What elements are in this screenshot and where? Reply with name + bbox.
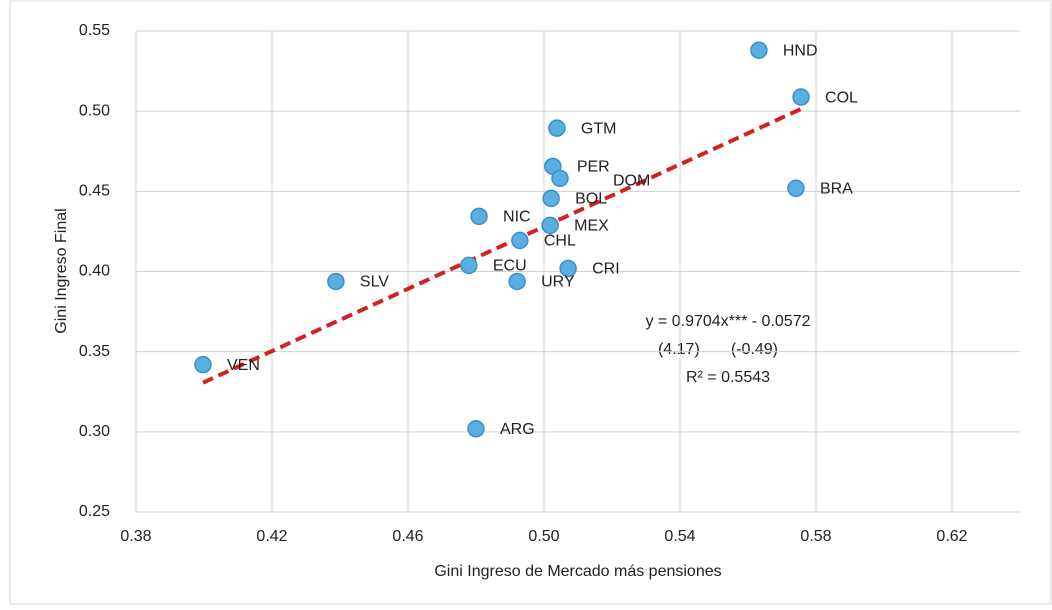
point [548,119,566,137]
point-label: HND [783,42,818,59]
annotation: R² = 0.5543 [686,369,770,386]
point-label: ECU [493,258,527,275]
point [508,272,526,291]
point-label: DOM [613,173,650,190]
y-tick-label: 0.25 [79,503,110,520]
x-tick-label: 0.46 [392,528,423,545]
point [327,272,345,291]
point [541,216,559,235]
point-label: COL [825,89,858,106]
y-tick-label: 0.30 [79,423,110,440]
point [511,231,529,250]
point-label: URY [541,274,575,291]
point [792,88,810,106]
chart-frame [9,0,1052,605]
point-label: MEX [574,218,609,235]
point-label: SLV [360,274,389,291]
point [467,420,485,438]
annotation: (4.17) (-0.49) [658,341,778,358]
point-label: BOL [575,191,607,208]
point-label: VEN [227,357,260,374]
point [559,259,577,278]
y-tick-label: 0.35 [79,343,110,360]
point [470,207,488,226]
x-axis-label: Gini Ingreso de Mercado más pensiones [434,563,721,580]
point [750,41,768,59]
x-tick-label: 0.50 [528,528,559,545]
point-label: ARG [500,421,535,438]
point [787,179,805,198]
point-label: GTM [581,120,617,137]
x-tick-label: 0.54 [664,528,695,545]
x-tick-label: 0.38 [120,528,151,545]
y-tick-label: 0.55 [79,22,110,39]
x-tick-label: 0.58 [800,528,831,545]
point-label: PER [577,159,610,176]
y-tick-label: 0.45 [79,183,110,200]
point [542,189,560,208]
y-tick-label: 0.50 [79,102,110,119]
point-label: CHL [544,233,576,250]
annotation: y = 0.9704x*** - 0.0572 [645,313,810,330]
x-tick-label: 0.42 [256,528,287,545]
trendline [202,107,802,385]
point [194,355,212,374]
point [551,169,569,188]
point-label: NIC [503,209,531,226]
x-tick-label: 0.62 [936,528,967,545]
point-label: CRI [592,261,620,278]
point [460,256,478,275]
point-label: BRA [820,181,853,198]
y-axis-label: Gini Ingreso Final [53,208,70,333]
y-tick-label: 0.40 [79,263,110,280]
